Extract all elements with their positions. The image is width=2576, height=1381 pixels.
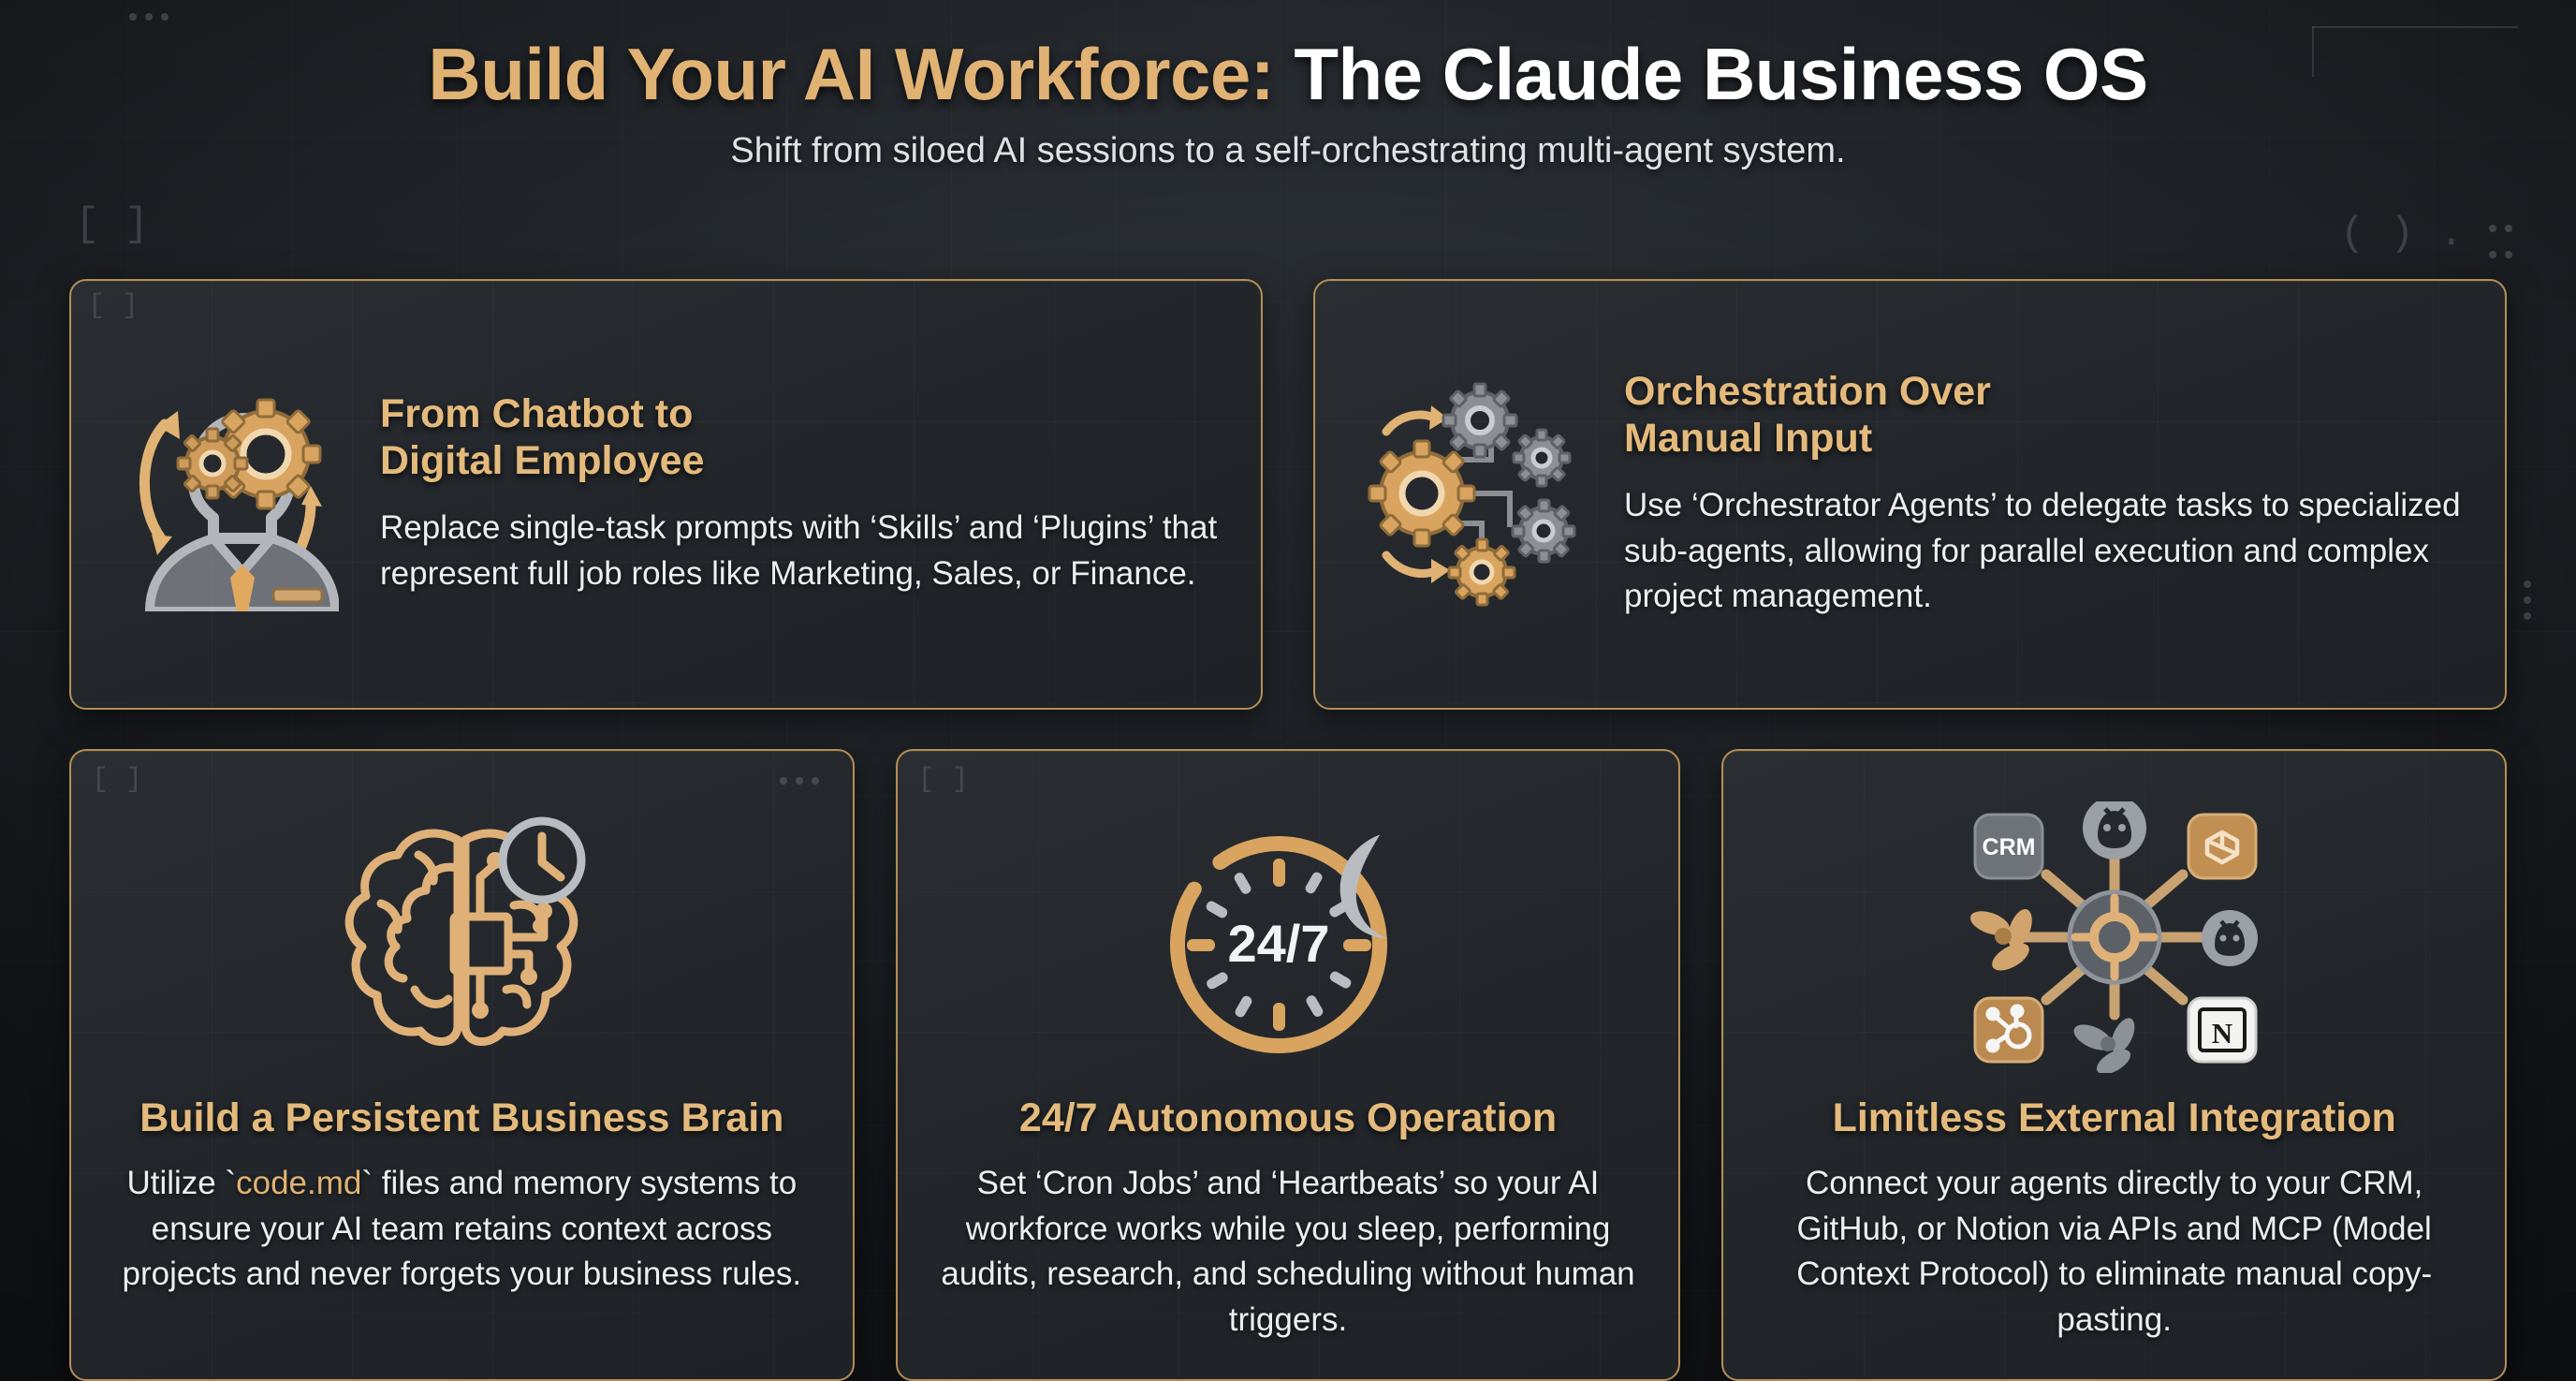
card-text-block: From Chatbot to Digital Employee Replace… [380, 391, 1218, 596]
cards-row-bottom: [ ] [69, 749, 2508, 1381]
clock-label: 24/7 [1228, 914, 1330, 973]
decor-bracket-card1: [ ] [88, 290, 139, 322]
card-body: Set ‘Cron Jobs’ and ‘Heartbeats’ so your… [941, 1164, 1635, 1338]
integration-hub-icon: CRM [1960, 792, 2269, 1082]
page-header: Build Your AI Workforce: The Claude Busi… [0, 37, 2576, 171]
card-body: Utilize `code.md` files and memory syste… [109, 1161, 815, 1298]
card-build-a-persistent-business-brain[interactable]: [ ] [69, 749, 855, 1381]
card-title: Limitless External Integration [1832, 1095, 2396, 1140]
decor-dots-top-left [129, 13, 168, 21]
decor-dots-right-2 [2489, 251, 2512, 258]
card-text-block: Orchestration Over Manual Input Use ‘Orc… [1624, 369, 2462, 620]
card-text-block: Build a Persistent Business Brain Utiliz… [109, 1095, 815, 1298]
card-title: From Chatbot to Digital Employee [380, 391, 705, 484]
hubspot-node [1973, 996, 2044, 1064]
card-title: 24/7 Autonomous Operation [1018, 1095, 1558, 1140]
card-title: Orchestration Over Manual Input [1624, 369, 1991, 462]
page-subtitle: Shift from siloed AI sessions to a self-… [730, 131, 1846, 170]
card-orchestration-over-manual-input[interactable]: Orchestration Over Manual Input Use ‘Orc… [1313, 279, 2507, 710]
crm-node: CRM [1973, 813, 2044, 880]
svg-text:CRM: CRM [1982, 834, 2035, 860]
card-limitless-external-integration[interactable]: CRM [1721, 749, 2508, 1381]
page-title-white: The Claude Business OS [1274, 33, 2148, 115]
decor-dots-card3 [779, 777, 819, 785]
propeller-node-bottom [2073, 1018, 2135, 1073]
businessman-gears-icon [114, 368, 348, 621]
decor-paren-right: ( ) . [2339, 211, 2464, 257]
notion-node: N [2187, 996, 2258, 1064]
card-body: Replace single-task prompts with ‘Skills… [380, 509, 1218, 592]
openai-node [2187, 813, 2258, 880]
card-body: Connect your agents directly to your CRM… [1796, 1164, 2433, 1338]
card-text-block: Limitless External Integration Connect y… [1761, 1095, 2467, 1343]
card-body-code: code.md [236, 1164, 362, 1201]
clock-moon-icon: 24/7 [1148, 792, 1428, 1082]
cards-row-top: [ ] [69, 279, 2507, 710]
card-24-7-autonomous-operation[interactable]: [ ] [895, 749, 1681, 1381]
decor-line-top-right-v [2312, 26, 2314, 77]
card-title: Build a Persistent Business Brain [139, 1095, 784, 1140]
page-title-gold: Build Your AI Workforce: [428, 33, 1275, 115]
github-node-top [2082, 801, 2146, 859]
decor-bracket-left: [ ] [75, 201, 150, 248]
card-text-block: 24/7 Autonomous Operation Set ‘Cron Jobs… [935, 1095, 1642, 1343]
page-title: Build Your AI Workforce: The Claude Busi… [0, 37, 2576, 110]
card-from-chatbot-to-digital-employee[interactable]: [ ] [69, 279, 1263, 710]
circuit-brain-clock-icon [321, 792, 602, 1082]
decor-dots-right [2489, 225, 2512, 232]
decor-dots-edge [2524, 580, 2531, 620]
card-body-post: ` files and memory systems to ensure you… [122, 1164, 802, 1293]
decor-line-top-right [2312, 26, 2518, 28]
card-body-pre: Utilize ` [126, 1164, 237, 1201]
svg-text:N: N [2211, 1017, 2232, 1050]
gears-network-icon [1358, 368, 1592, 621]
propeller-node-left [1969, 908, 2032, 971]
card-body: Use ‘Orchestrator Agents’ to delegate ta… [1624, 486, 2461, 615]
decor-bracket-card4: [ ] [917, 764, 969, 796]
decor-bracket-card3: [ ] [92, 764, 143, 796]
github-node-right [2201, 910, 2258, 966]
